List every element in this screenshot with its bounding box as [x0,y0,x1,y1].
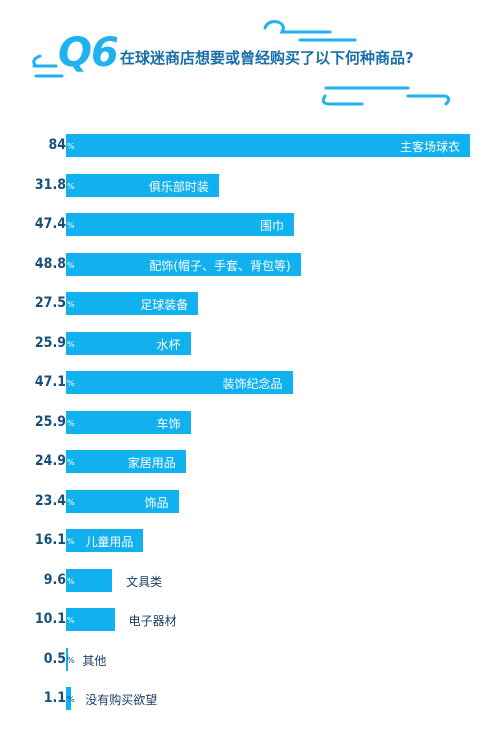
value-number: 27.5 [34,295,66,311]
value-number: 1.1 [43,690,66,706]
value-label-7: 25.9 [6,414,66,430]
category-label-0: 主客场球衣 [399,140,460,154]
question-title: 在球迷商店想要或曾经购买了以下何种商品? [120,49,414,67]
bar-5 [66,331,191,355]
category-label-5: 水杯 [156,337,181,352]
bar-12 [66,608,115,631]
bar-14 [66,687,72,710]
value-label-9: 23.4 [6,493,66,509]
category-label-12: 电子器材 [128,614,177,628]
value-unit: % [67,142,75,151]
category-label-8: 家居用品 [127,456,176,470]
category-label-10: 儿童用品 [85,535,134,549]
value-unit: % [67,458,75,467]
value-label-5: 25.9 [6,335,66,351]
value-number: 10.1 [34,611,66,627]
value-label-8: 24.9 [6,453,66,469]
value-unit: % [67,260,75,270]
category-label-4: 足球装备 [140,298,189,312]
value-label-10: 16.1 [6,532,66,548]
value-unit: % [67,537,75,546]
value-label-14: 1.1 [6,690,66,706]
bar-0 [66,134,470,157]
value-unit: % [67,418,75,428]
category-label-7: 车饰 [156,416,181,431]
value-label-13: 0.5 [6,651,66,667]
value-number: 25.9 [34,334,66,351]
value-number: 23.4 [34,492,66,509]
category-label-3: 配饰(帽子、手套、背包等) [149,258,291,273]
bar-8 [66,450,186,473]
value-number: 24.9 [34,453,66,469]
value-unit: % [67,300,75,309]
value-unit: % [67,181,75,191]
value-number: 16.1 [34,532,66,548]
category-label-11: 文具类 [126,574,163,589]
value-number: 47.4 [34,216,66,232]
value-label-11: 9.6 [6,572,66,588]
value-number: 48.8 [34,255,66,272]
bar-10 [66,529,144,552]
value-unit: % [67,497,75,507]
question-number: Q6 [58,30,119,76]
value-number: 0.5 [43,650,66,667]
bar-4 [66,292,199,315]
value-unit: % [67,339,75,349]
bar-3 [66,252,301,276]
value-label-2: 47.4 [6,216,66,232]
value-label-3: 48.8 [6,256,66,272]
category-label-2: 围巾 [259,219,284,233]
value-unit: % [67,379,75,388]
category-label-1: 俱乐部时装 [148,179,209,194]
value-number: 47.1 [34,374,66,390]
bar-6 [66,371,293,394]
value-unit: % [67,221,75,230]
bar-chart: 84% 主客场球衣 31.8% 俱乐部时装 47.4% 围巾 48.8% 配饰(帽子、手套、背… [0,125,500,725]
value-label-0: 84 [6,137,66,153]
chart-header: Q6 在球迷商店想要或曾经购买了以下何种商品? [0,0,500,110]
bar-1 [66,173,219,197]
value-unit: % [67,695,75,704]
value-label-4: 27.5 [6,295,66,311]
value-label-1: 31.8 [6,177,66,193]
value-number: 84 [48,137,66,153]
decorative-swirl-top [32,20,451,106]
value-unit: % [67,616,75,625]
bar-9 [66,489,179,513]
value-number: 9.6 [43,571,66,588]
bar-7 [66,410,191,434]
category-label-13: 其他 [82,653,107,668]
category-label-6: 装饰纪念品 [222,377,283,391]
value-number: 31.8 [34,176,66,193]
bar-2 [66,213,294,236]
value-unit: % [67,576,75,586]
value-number: 25.9 [34,413,66,430]
value-unit: % [67,655,75,665]
value-label-12: 10.1 [6,611,66,627]
bar-13 [66,647,69,671]
value-label-6: 47.1 [6,374,66,390]
category-label-9: 饰品 [144,495,169,510]
bar-11 [66,568,113,592]
category-label-14: 没有购买欲望 [85,693,158,707]
